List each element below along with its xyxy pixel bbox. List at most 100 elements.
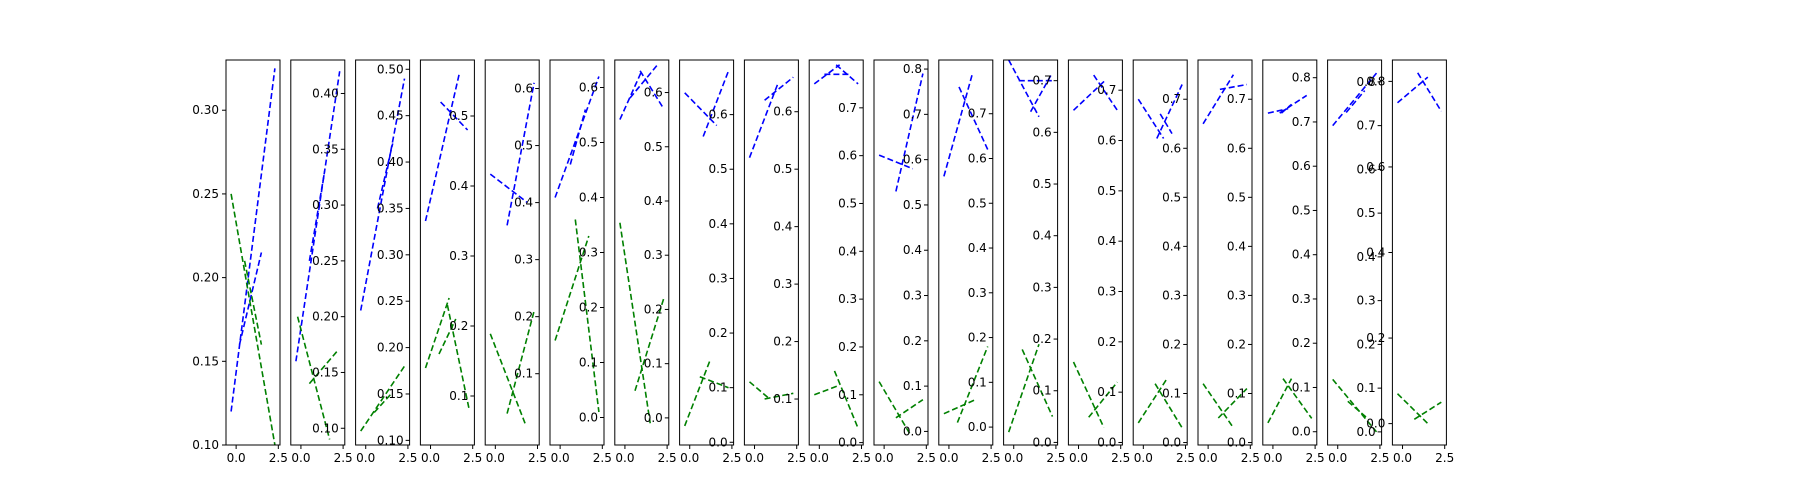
x-tick-label: 2.5 bbox=[269, 451, 288, 465]
y-tick-label: 0.5 bbox=[514, 139, 533, 153]
panel-frame bbox=[419, 59, 475, 446]
y-tick-label: 0.15 bbox=[312, 365, 339, 379]
y-tick-label: 0.5 bbox=[903, 198, 922, 212]
y-tick-label: 0.25 bbox=[377, 294, 404, 308]
y-tick-label: 0.6 bbox=[579, 81, 598, 95]
panel-frame bbox=[225, 59, 281, 446]
y-tick-label: 0.4 bbox=[838, 244, 857, 258]
series-green-line-1 bbox=[554, 235, 590, 341]
series-blue-line-1 bbox=[1137, 98, 1165, 139]
y-tick-label: 0.3 bbox=[709, 271, 728, 285]
series-green-line-2 bbox=[243, 260, 263, 345]
y-tick-label: 0.1 bbox=[903, 379, 922, 393]
panel-15: 0.00.10.20.30.40.50.60.70.0 2.5 bbox=[1132, 59, 1195, 465]
series-green-line-1 bbox=[814, 384, 840, 396]
x-tick-label: 2.5 bbox=[1435, 451, 1454, 465]
panel-frame bbox=[614, 59, 670, 446]
x-tick-label: 2.5 bbox=[917, 451, 936, 465]
y-tick-label: 0.3 bbox=[838, 292, 857, 306]
y-tick-label: 0.4 bbox=[644, 194, 663, 208]
y-tick-label: 0.2 bbox=[838, 340, 857, 354]
series-green-line-2 bbox=[574, 219, 600, 413]
y-tick-label: 0.7 bbox=[903, 107, 922, 121]
y-tick-label: 0.0 bbox=[1366, 417, 1385, 431]
y-tick-label: 0.3 bbox=[1227, 288, 1246, 302]
x-tick-label: 2.5 bbox=[1046, 451, 1065, 465]
y-tick-label: 0.2 bbox=[1292, 336, 1311, 350]
x-tick-label: 2.5 bbox=[982, 451, 1001, 465]
panel-frame bbox=[808, 59, 864, 446]
y-tick-label: 0.5 bbox=[1292, 203, 1311, 217]
y-tick-label: 0.2 bbox=[1097, 335, 1116, 349]
y-tick-label: 0.1 bbox=[1357, 381, 1376, 395]
y-tick-label: 0.30 bbox=[377, 248, 404, 262]
y-tick-label: 0.2 bbox=[1357, 337, 1376, 351]
series-blue-line-2 bbox=[238, 252, 263, 345]
y-tick-label: 0.5 bbox=[709, 162, 728, 176]
x-tick-label: 2.5 bbox=[334, 451, 353, 465]
x-tick-label: 0.0 bbox=[745, 451, 764, 465]
panel-11: 0.0 0.1 0.2 0.3 0.4 0.5 0.6 0.7 0.8 0.0 2.5 bbox=[873, 59, 936, 465]
y-tick-label: 0.7 bbox=[1227, 92, 1246, 106]
series-blue-line-3 bbox=[629, 64, 658, 99]
y-tick-label: 0.25 bbox=[312, 254, 339, 268]
series-green-line-2 bbox=[1021, 349, 1054, 417]
series-blue-line-2 bbox=[639, 70, 665, 110]
x-tick-label: 2.5 bbox=[1306, 451, 1325, 465]
panel-frame bbox=[1067, 59, 1123, 446]
series-blue-line-3 bbox=[1280, 103, 1293, 114]
panel-16: 0.00.10.20.30.40.50.60.70.0 2.5 bbox=[1197, 59, 1260, 465]
series-green-line-1 bbox=[1072, 361, 1105, 428]
y-tick-label: 0.3 bbox=[1357, 294, 1376, 308]
y-tick-label: 0.3 bbox=[1097, 285, 1116, 299]
series-blue-line-2 bbox=[308, 171, 326, 262]
y-tick-label: 0.3 bbox=[1033, 280, 1052, 294]
y-tick-label: 0.7 bbox=[968, 107, 987, 121]
x-tick-label: 0.0 bbox=[356, 451, 375, 465]
y-tick-label: 0.5 bbox=[1033, 177, 1052, 191]
series-green-line-1 bbox=[1332, 378, 1378, 433]
series-green-line-3 bbox=[438, 318, 457, 355]
x-tick-label: 0.0 bbox=[1199, 451, 1218, 465]
series-blue-line-2 bbox=[958, 86, 989, 150]
y-tick-label: 0.0 bbox=[1097, 435, 1116, 449]
y-tick-label: 0.1 bbox=[514, 367, 533, 381]
y-tick-label: 0.5 bbox=[579, 136, 598, 150]
y-tick-label: 0.40 bbox=[312, 86, 339, 100]
x-tick-label: 0.0 bbox=[1393, 451, 1412, 465]
y-tick-label: 0.4 bbox=[1227, 239, 1246, 253]
y-tick-label: 0.6 bbox=[838, 149, 857, 163]
y-tick-label: 0.2 bbox=[968, 331, 987, 345]
y-tick-label: 0.30 bbox=[312, 198, 339, 212]
y-tick-label: 0.3 bbox=[449, 249, 468, 263]
y-tick-label: 0.45 bbox=[377, 109, 404, 123]
y-tick-label: 0.1 bbox=[1033, 384, 1052, 398]
series-green-line-2 bbox=[1413, 401, 1442, 420]
y-tick-label: 0.4 bbox=[709, 217, 728, 231]
y-tick-label: 0.10 bbox=[192, 438, 219, 452]
y-tick-label: 0.1 bbox=[449, 389, 468, 403]
y-tick-label: 0.6 bbox=[1162, 141, 1181, 155]
series-green-line-2 bbox=[833, 370, 859, 429]
x-tick-label: 2.5 bbox=[1176, 451, 1195, 465]
x-tick-label: 2.5 bbox=[1370, 451, 1389, 465]
panel-frame bbox=[1132, 59, 1188, 446]
series-green-line-1 bbox=[360, 365, 406, 432]
y-tick-label: 0.7 bbox=[1357, 119, 1376, 133]
x-tick-label: 0.0 bbox=[939, 451, 958, 465]
panel-frame bbox=[679, 59, 735, 446]
y-tick-label: 0.40 bbox=[377, 155, 404, 169]
x-tick-label: 0.0 bbox=[551, 451, 570, 465]
x-tick-label: 2.5 bbox=[463, 451, 482, 465]
x-tick-label: 0.0 bbox=[615, 451, 634, 465]
x-tick-label: 0.0 bbox=[1069, 451, 1088, 465]
series-green-line-1 bbox=[619, 222, 651, 424]
y-tick-label: 0.6 bbox=[709, 108, 728, 122]
series-green-line-1 bbox=[1007, 343, 1040, 433]
series-blue-line-1 bbox=[489, 173, 528, 204]
y-tick-label: 0.0 bbox=[644, 411, 663, 425]
y-tick-label: 0.4 bbox=[1033, 229, 1052, 243]
y-tick-label: 0.0 bbox=[709, 435, 728, 449]
panel-10: 0.00.10.20.30.40.50.60.70.0 2.5 bbox=[808, 59, 871, 465]
